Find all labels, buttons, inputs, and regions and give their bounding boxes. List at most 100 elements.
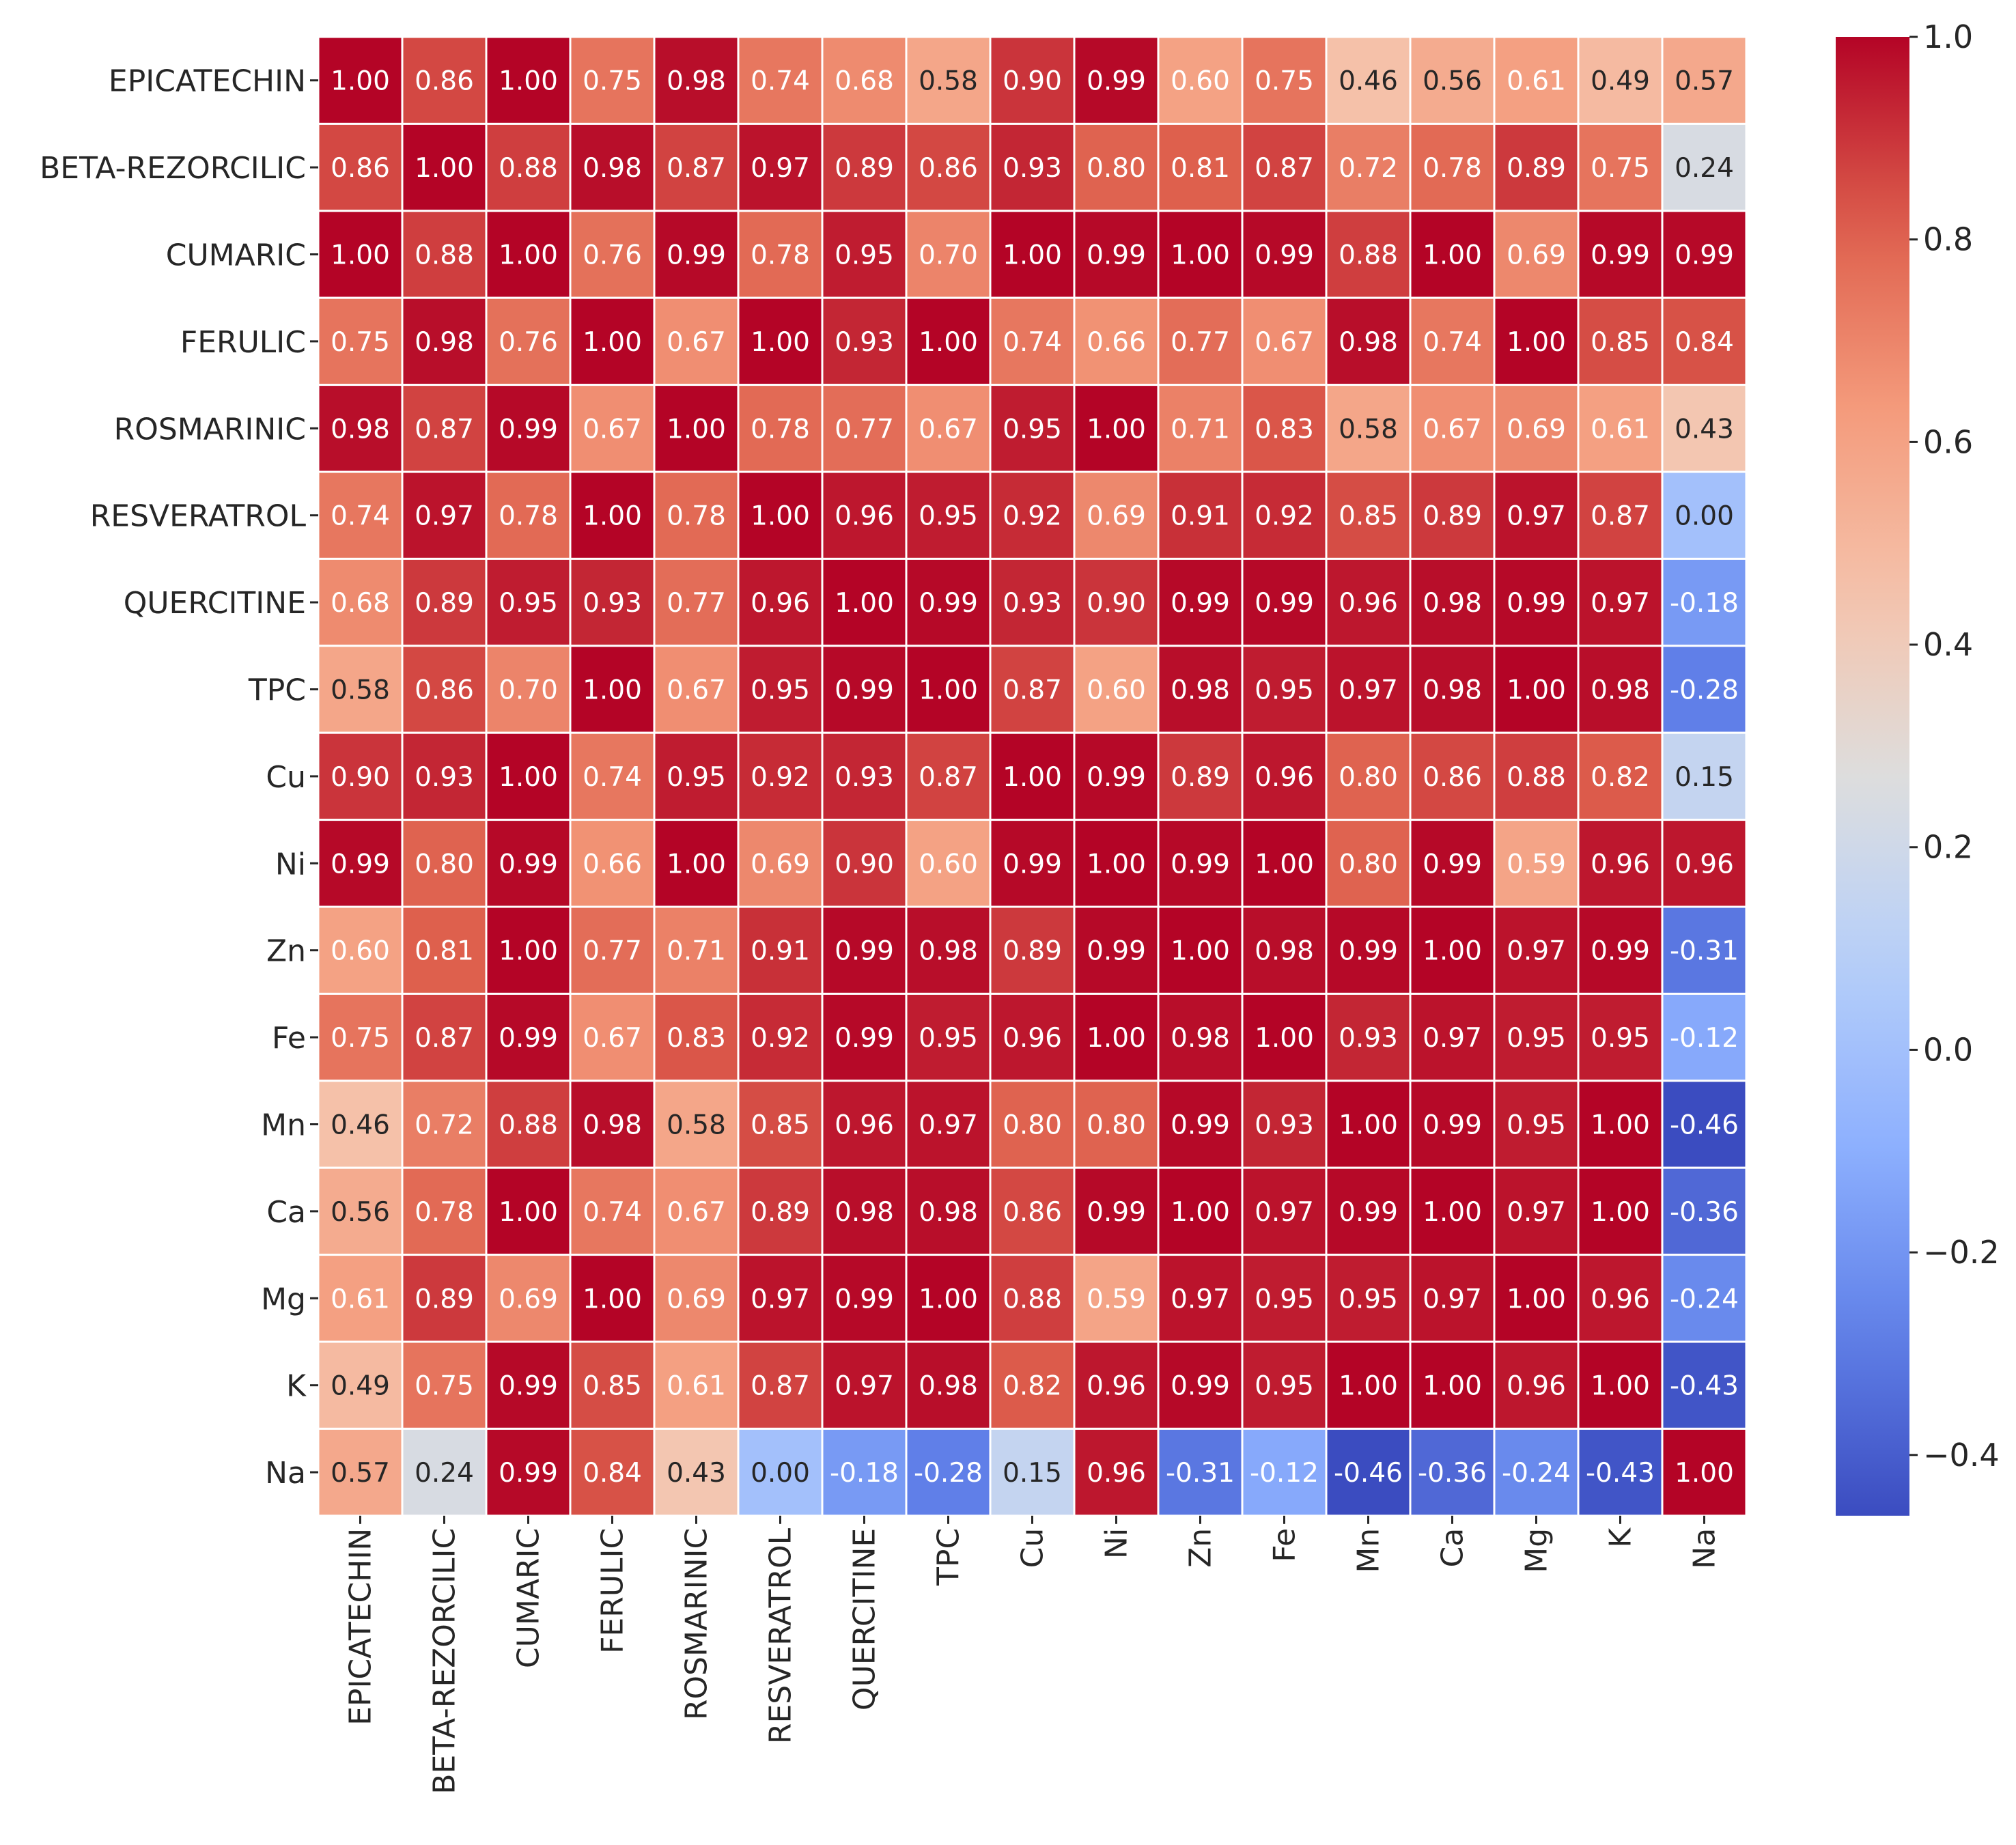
cell-value-label: 0.86 (415, 675, 474, 706)
heatmap-cell (1157, 210, 1244, 299)
cell-value-label: 0.59 (1507, 849, 1566, 879)
heatmap-cell (485, 1080, 572, 1169)
cell-value-label: 1.00 (1507, 675, 1566, 706)
cell-value-label: 0.98 (919, 1371, 978, 1402)
cell-value-label: 0.96 (1003, 1023, 1062, 1054)
cell-value-label: 0.84 (583, 1458, 642, 1489)
cell-value-label: 0.98 (1255, 936, 1314, 967)
heatmap-cell (1409, 470, 1496, 560)
cell-value-label: 0.80 (1003, 1110, 1062, 1141)
cell-value-label: 0.95 (1507, 1110, 1566, 1141)
cell-value-label: 1.00 (1675, 1458, 1734, 1489)
cell-value-label: 0.99 (1423, 849, 1482, 879)
cell-value-label: -0.43 (1586, 1458, 1655, 1489)
cell-value-label: 1.00 (1591, 1197, 1650, 1228)
cell-value-label: 0.15 (1675, 762, 1734, 793)
cell-value-label: 0.86 (1003, 1197, 1062, 1228)
cell-value-label: 0.89 (415, 1284, 474, 1314)
heatmap-cell (905, 210, 992, 299)
cell-value-label: 0.98 (331, 414, 390, 445)
colorbar-gradient (1836, 37, 1909, 1516)
cell-value-label: 1.00 (751, 501, 810, 532)
cell-value-label: 0.99 (1255, 240, 1314, 271)
heatmap-cell (905, 557, 992, 647)
cell-value-label: 0.86 (919, 153, 978, 184)
cell-value-label: 0.92 (1003, 501, 1062, 532)
heatmap-cell (401, 384, 488, 473)
heatmap-cell (401, 36, 488, 125)
heatmap-cell (821, 645, 908, 734)
heatmap-cell (317, 645, 404, 734)
heatmap-cell (737, 992, 824, 1082)
heatmap-cell (1493, 210, 1580, 299)
cell-value-label: 0.97 (751, 1284, 810, 1314)
cell-value-label: 0.85 (1591, 327, 1650, 358)
cell-value-label: 0.97 (751, 153, 810, 184)
heatmap-cell (401, 296, 488, 386)
cell-value-label: 0.87 (919, 762, 978, 793)
cell-value-label: 0.91 (1171, 501, 1230, 532)
cell-value-label: 0.95 (751, 675, 810, 706)
cell-value-label: 0.77 (583, 936, 642, 967)
heatmap-cell (737, 1340, 824, 1430)
cell-value-label: 0.78 (1423, 153, 1482, 184)
heatmap-cell (401, 210, 488, 299)
cell-value-label: 0.43 (667, 1458, 726, 1489)
cell-value-label: 0.74 (331, 501, 390, 532)
cell-value-label: 1.00 (1339, 1371, 1398, 1402)
row-tick-label: K (286, 1369, 307, 1404)
cell-value-label: 0.87 (751, 1371, 810, 1402)
cell-value-label: 1.00 (1255, 1023, 1314, 1054)
cell-value-label: 0.69 (499, 1284, 558, 1314)
heatmap-cell (485, 557, 572, 647)
cell-value-label: 0.98 (1423, 675, 1482, 706)
cell-value-label: 0.80 (1087, 1110, 1146, 1141)
cell-value-label: 1.00 (667, 414, 726, 445)
cell-value-label: 0.98 (583, 153, 642, 184)
row-tick-label: TPC (248, 673, 306, 708)
cell-value-label: 0.95 (1591, 1023, 1650, 1054)
cell-value-label: -0.28 (1670, 675, 1739, 706)
heatmap-cell (1073, 122, 1160, 212)
cell-value-label: 0.67 (919, 414, 978, 445)
heatmap-cell (401, 992, 488, 1082)
cell-value-label: 0.90 (1087, 588, 1146, 619)
cell-value-label: 0.92 (1255, 501, 1314, 532)
row-tick-label: Fe (272, 1021, 306, 1056)
heatmap-cell (1241, 470, 1328, 560)
heatmap-cell (737, 1427, 824, 1517)
heatmap-cell (569, 1166, 656, 1256)
cell-value-label: 0.99 (499, 849, 558, 879)
heatmap-cell (569, 384, 656, 473)
heatmap-cell (1073, 36, 1160, 125)
cell-value-label: 0.91 (751, 936, 810, 967)
heatmap-cell (485, 819, 572, 908)
column-tick-label: TPC (932, 1528, 966, 1586)
heatmap-cell (1409, 1080, 1496, 1169)
heatmap-cell (1577, 1166, 1664, 1256)
heatmap-cell (905, 992, 992, 1082)
row-tick-label: Na (265, 1456, 306, 1491)
column-tick-label: FERULIC (596, 1528, 630, 1654)
column-tick-label: QUERCITINE (848, 1528, 882, 1710)
cell-value-label: 0.56 (1423, 66, 1482, 97)
cell-value-label: 0.96 (1087, 1458, 1146, 1489)
heatmap-cell (1241, 1080, 1328, 1169)
heatmap-cell (1157, 470, 1244, 560)
cell-value-label: -0.31 (1166, 1458, 1235, 1489)
row-tick-label: ROSMARINIC (114, 412, 306, 447)
cell-value-label: 0.88 (415, 240, 474, 271)
heatmap-cell (653, 384, 740, 473)
cell-value-label: -0.12 (1670, 1023, 1739, 1054)
cell-value-label: 0.99 (1087, 762, 1146, 793)
cell-value-label: 1.00 (499, 1197, 558, 1228)
heatmap-cell (1409, 1254, 1496, 1343)
heatmap-cell (569, 819, 656, 908)
heatmap-cell (1577, 557, 1664, 647)
cell-value-label: 0.97 (1507, 936, 1566, 967)
cell-value-label: 0.56 (331, 1197, 390, 1228)
heatmap-cell (1157, 1254, 1244, 1343)
heatmap-cell (1661, 210, 1748, 299)
heatmap-cell (1325, 645, 1412, 734)
cell-value-label: 0.24 (415, 1458, 474, 1489)
